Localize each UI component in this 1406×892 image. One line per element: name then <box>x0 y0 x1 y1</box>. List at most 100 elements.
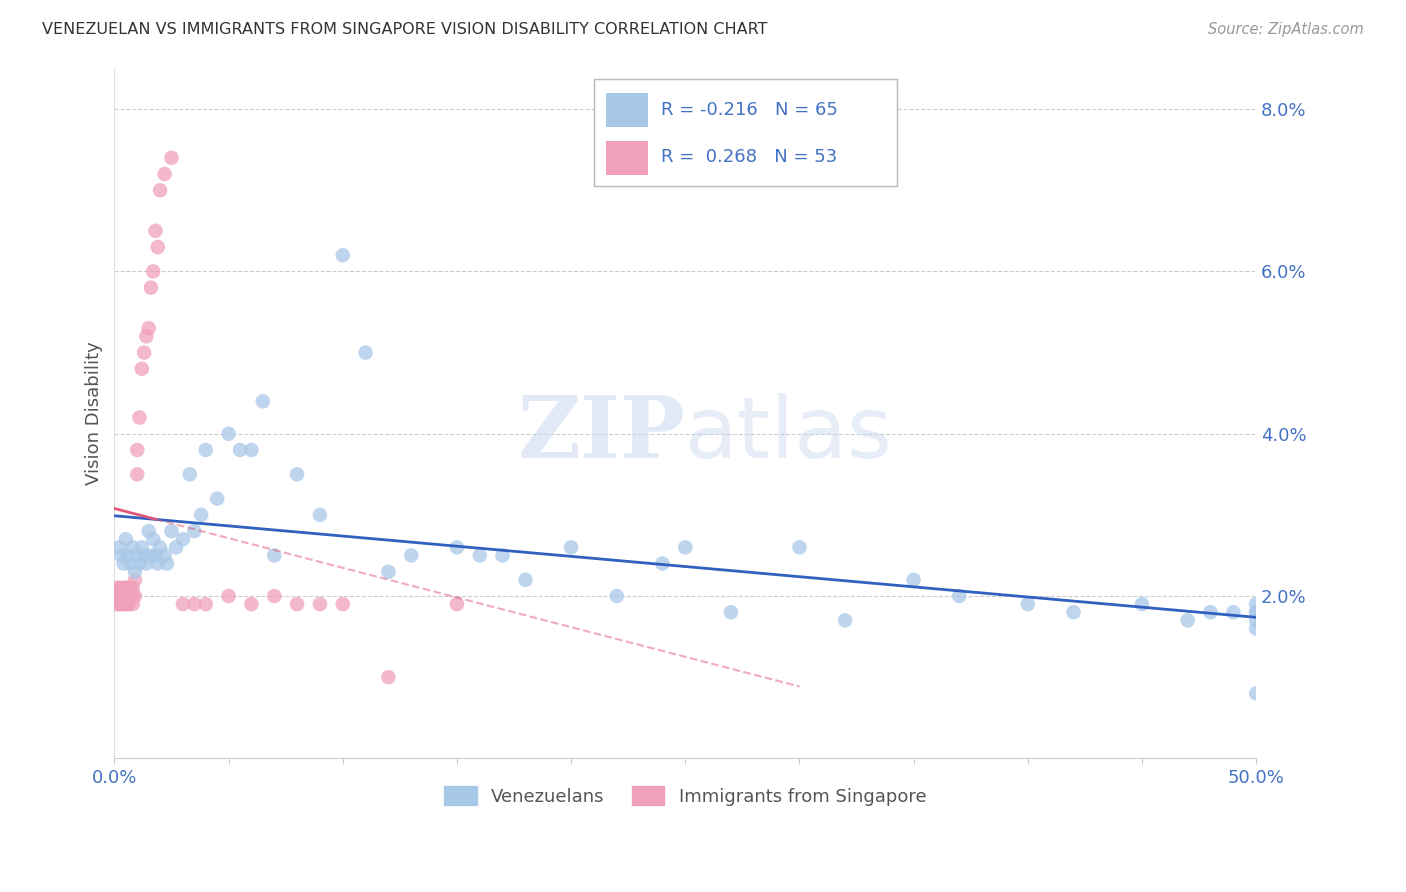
Point <box>560 541 582 555</box>
Point <box>112 589 135 603</box>
Point <box>128 557 150 571</box>
Point <box>128 410 150 425</box>
Point <box>108 589 131 603</box>
Point <box>117 597 139 611</box>
Point <box>354 345 377 359</box>
Point <box>218 589 240 603</box>
Point <box>1130 597 1153 611</box>
Point <box>120 581 142 595</box>
Point <box>131 541 153 555</box>
Point <box>117 597 139 611</box>
Point <box>142 264 165 278</box>
Point <box>135 557 157 571</box>
Point <box>948 589 970 603</box>
Point <box>285 597 308 611</box>
Point <box>114 589 136 603</box>
Point <box>112 557 135 571</box>
Point <box>1222 605 1244 619</box>
Point <box>903 573 925 587</box>
Point <box>131 361 153 376</box>
Text: Source: ZipAtlas.com: Source: ZipAtlas.com <box>1208 22 1364 37</box>
Point <box>190 508 212 522</box>
Point <box>146 240 169 254</box>
Point <box>606 589 628 603</box>
Point <box>145 224 167 238</box>
Point <box>1017 597 1039 611</box>
Point <box>138 321 160 335</box>
Point <box>309 597 332 611</box>
Point <box>515 573 537 587</box>
Point <box>1244 622 1267 636</box>
Point <box>120 557 142 571</box>
Point <box>1177 613 1199 627</box>
Point <box>127 442 149 457</box>
Point <box>121 581 143 595</box>
Point <box>172 533 194 547</box>
Point <box>179 467 201 482</box>
Point <box>114 533 136 547</box>
Point <box>1244 605 1267 619</box>
Point <box>834 613 856 627</box>
Point <box>1244 613 1267 627</box>
Point <box>108 581 131 595</box>
Point <box>124 573 146 587</box>
Point <box>491 549 513 563</box>
Point <box>105 581 128 595</box>
Point <box>263 549 285 563</box>
Point <box>139 549 162 563</box>
Point <box>468 549 491 563</box>
Point <box>218 426 240 441</box>
Point <box>139 280 162 294</box>
Point <box>156 557 179 571</box>
Point <box>401 549 423 563</box>
Point <box>285 467 308 482</box>
Point <box>117 589 139 603</box>
Point <box>194 442 217 457</box>
Point <box>160 151 183 165</box>
Point <box>112 597 135 611</box>
Point <box>720 605 742 619</box>
Point <box>165 541 187 555</box>
Point <box>1199 605 1222 619</box>
Point <box>127 549 149 563</box>
Point <box>229 442 252 457</box>
Point <box>153 549 176 563</box>
Point <box>149 183 172 197</box>
Point <box>114 581 136 595</box>
Point <box>124 565 146 579</box>
Point <box>108 597 131 611</box>
Point <box>127 467 149 482</box>
Point <box>120 589 142 603</box>
Point <box>114 597 136 611</box>
Point <box>117 581 139 595</box>
Point <box>121 541 143 555</box>
Point <box>194 597 217 611</box>
Point <box>110 597 132 611</box>
Point <box>138 524 160 538</box>
Point <box>110 549 132 563</box>
Point <box>240 442 263 457</box>
Point <box>1244 686 1267 700</box>
Point <box>132 345 155 359</box>
Point <box>1244 605 1267 619</box>
Legend: Venezuelans, Immigrants from Singapore: Venezuelans, Immigrants from Singapore <box>436 778 935 815</box>
Point <box>149 541 172 555</box>
Point <box>124 589 146 603</box>
Point <box>108 541 131 555</box>
Point <box>1062 605 1084 619</box>
Point <box>146 557 169 571</box>
Point <box>160 524 183 538</box>
Point <box>135 329 157 343</box>
Point <box>332 248 354 262</box>
Point <box>121 597 143 611</box>
Point <box>172 597 194 611</box>
Point <box>112 581 135 595</box>
Point <box>309 508 332 522</box>
Y-axis label: Vision Disability: Vision Disability <box>86 342 103 485</box>
Point <box>446 541 468 555</box>
Text: VENEZUELAN VS IMMIGRANTS FROM SINGAPORE VISION DISABILITY CORRELATION CHART: VENEZUELAN VS IMMIGRANTS FROM SINGAPORE … <box>42 22 768 37</box>
Point <box>142 533 165 547</box>
Point <box>120 589 142 603</box>
Point <box>114 581 136 595</box>
Point <box>110 581 132 595</box>
